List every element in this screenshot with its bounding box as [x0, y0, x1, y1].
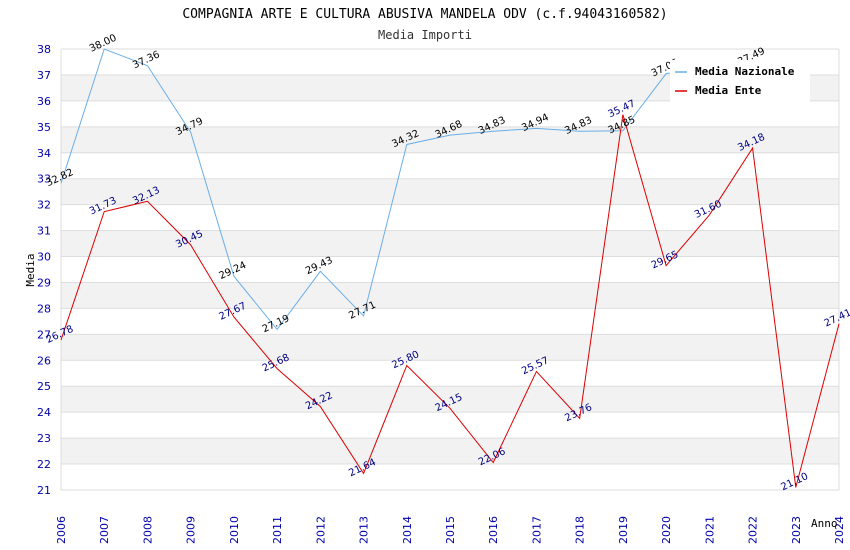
x-tick-label: 2009 [185, 516, 198, 544]
x-tick-label: 2007 [98, 516, 111, 544]
x-tick-label: 2020 [660, 516, 673, 544]
y-tick-label: 37 [37, 69, 51, 82]
x-tick-label: 2015 [444, 516, 457, 544]
x-tick-label: 2014 [401, 516, 414, 544]
series-line-media-nazionale [60, 48, 753, 331]
grid-band [61, 438, 839, 465]
x-tick-label: 2021 [703, 516, 716, 544]
grid-band [61, 178, 839, 205]
y-tick-label: 36 [37, 95, 51, 108]
x-tick-label: 2018 [574, 516, 587, 544]
x-tick-label: 2016 [487, 516, 500, 544]
x-axis-ticks: 2006 2007 2008 2009 2010 2011 2012 2013 2014 2015… [55, 516, 846, 544]
y-tick-label: 32 [37, 199, 51, 212]
legend-background [670, 60, 810, 102]
x-tick-label: 2010 [228, 516, 241, 544]
grid-band [61, 230, 839, 257]
y-tick-label: 22 [37, 458, 51, 471]
y-tick-label: 27 [37, 328, 51, 341]
y-axis-ticks: 21 22 23 24 25 26 27 28 29 30 31 32 33 34 35 36 37 38 [37, 43, 51, 497]
legend-label-media-nazionale: Media Nazionale [695, 65, 795, 78]
y-tick-label: 26 [37, 354, 51, 367]
x-tick-label: 2008 [141, 516, 154, 544]
y-tick-label: 23 [37, 432, 51, 445]
y-axis-label: Media [24, 253, 37, 286]
y-tick-label: 33 [37, 173, 51, 186]
y-tick-label: 31 [37, 225, 51, 238]
x-tick-label: 2022 [747, 516, 760, 544]
y-tick-label: 29 [37, 276, 51, 289]
x-tick-label: 2012 [314, 516, 327, 544]
y-tick-label: 21 [37, 484, 51, 497]
x-tick-label: 2006 [55, 516, 68, 544]
grid-bands [61, 74, 839, 465]
y-tick-label: 38 [37, 43, 51, 56]
x-tick-label: 2017 [530, 516, 543, 544]
y-tick-label: 25 [37, 380, 51, 393]
grid-band [61, 282, 839, 309]
grid-band [61, 334, 839, 361]
x-tick-label: 2024 [833, 516, 846, 544]
y-tick-label: 24 [37, 406, 51, 419]
series-lines [60, 48, 840, 488]
legend-label-media-ente: Media Ente [695, 84, 762, 97]
x-tick-label: 2013 [358, 516, 371, 544]
grid-band [61, 126, 839, 153]
y-tick-label: 34 [37, 147, 51, 160]
y-tick-label: 35 [37, 121, 51, 134]
y-tick-label: 30 [37, 251, 51, 264]
chart-title: COMPAGNIA ARTE E CULTURA ABUSIVA MANDELA… [182, 7, 667, 22]
series-line-media-ente [60, 114, 840, 488]
chart-subtitle: Media Importi [378, 28, 472, 42]
x-tick-label: 2023 [790, 516, 803, 544]
x-tick-label: 2011 [271, 516, 284, 544]
grid-lines [60, 48, 840, 491]
x-tick-label: 2019 [617, 516, 630, 544]
legend: Media Nazionale Media Ente [670, 60, 810, 102]
y-tick-label: 28 [37, 302, 51, 315]
x-axis-label: Anno [811, 517, 838, 530]
